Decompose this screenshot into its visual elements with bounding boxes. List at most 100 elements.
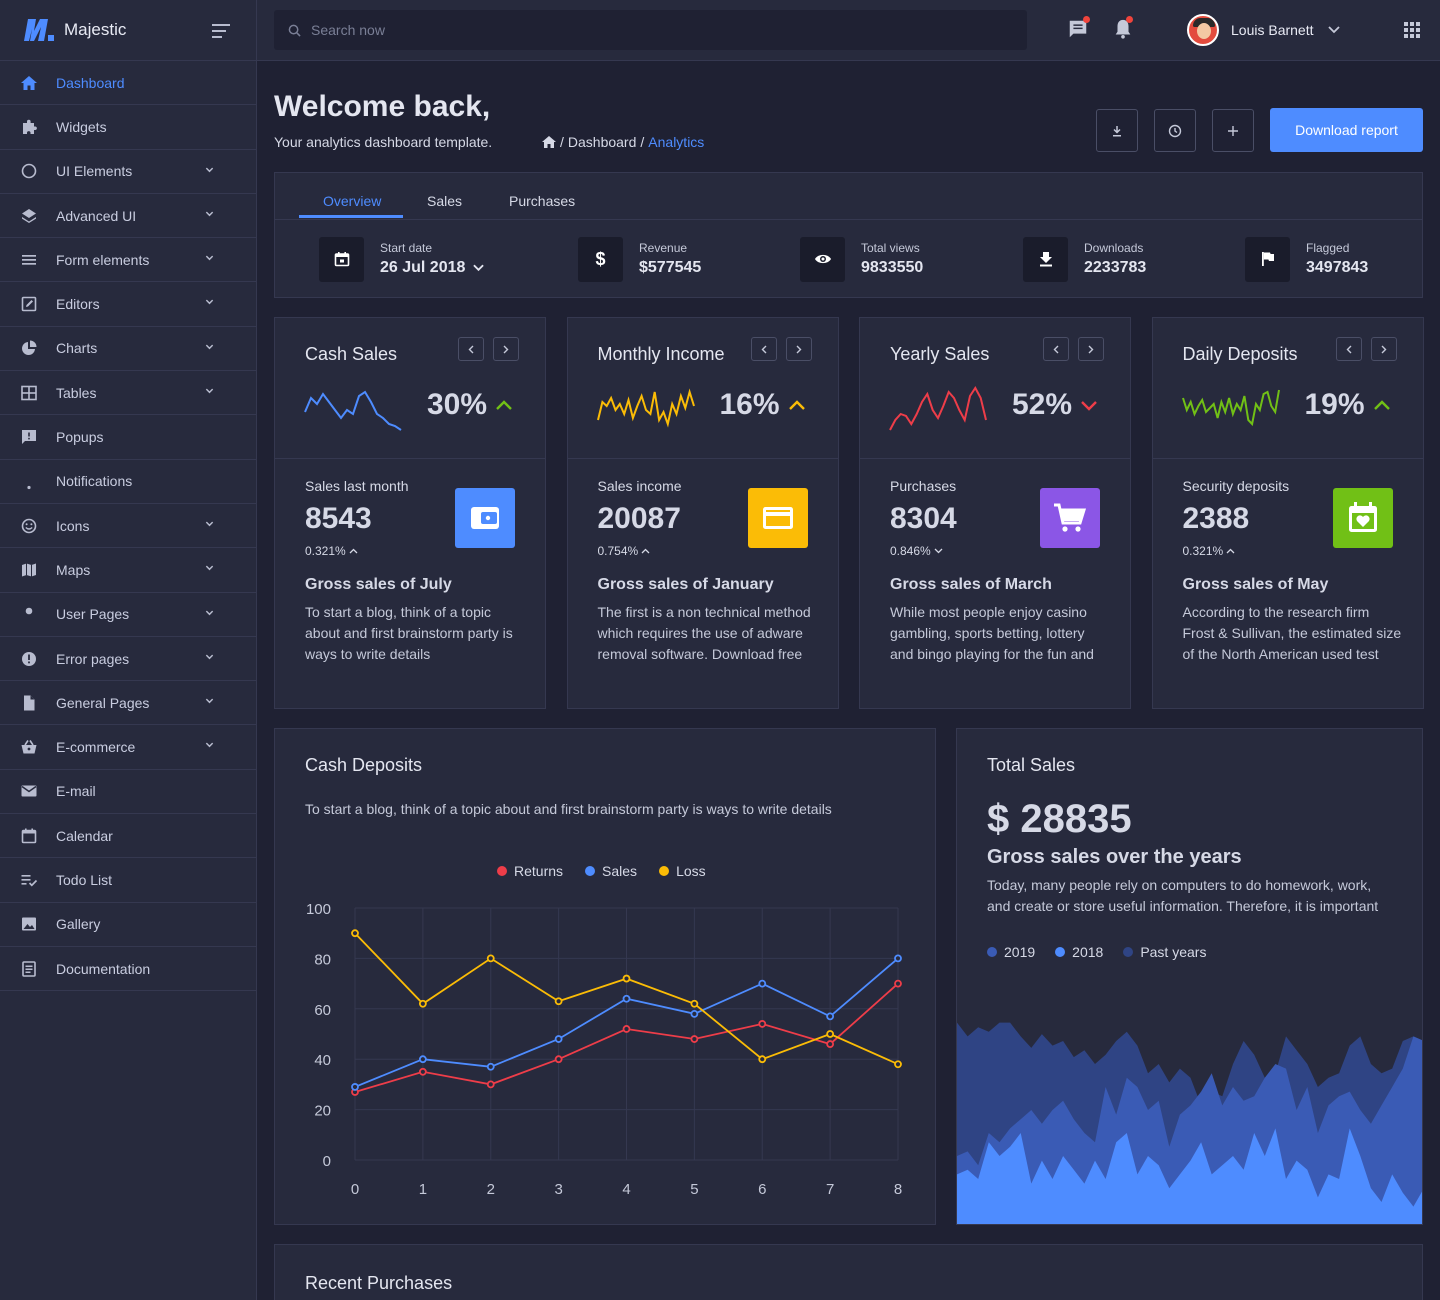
page-subtitle: Your analytics dashboard template. bbox=[274, 134, 493, 150]
download-icon bbox=[1113, 125, 1121, 136]
data-point-loss bbox=[351, 929, 359, 938]
chevron-right-icon[interactable] bbox=[1078, 337, 1104, 361]
download-button[interactable] bbox=[1096, 109, 1138, 152]
sidebar-item-general-pages[interactable]: General Pages bbox=[0, 681, 256, 726]
kpi-description: While most people enjoy casino gambling,… bbox=[890, 604, 1094, 662]
y-tick-label: 20 bbox=[314, 1103, 331, 1120]
sidebar-item-dashboard[interactable]: Dashboard bbox=[0, 61, 256, 106]
cash-deposits-line-chart: 0 20 40 60 80 100 0 1 2 3 4 5 6 7 8 bbox=[306, 901, 902, 1198]
sidebar-item-widgets[interactable]: Widgets bbox=[0, 105, 256, 150]
sidebar-item-e-mail[interactable]: E-mail bbox=[0, 770, 256, 815]
download-report-button[interactable]: Download report bbox=[1270, 108, 1423, 152]
chevron-down-icon bbox=[1081, 401, 1097, 411]
kpi-heading: Gross sales of May bbox=[1182, 576, 1329, 593]
kpi-card-cash-sales: Cash Sales 30% Sales last month 8543 0.321% G… bbox=[274, 317, 546, 709]
user-menu[interactable]: Louis Barnett bbox=[1187, 13, 1340, 47]
area-series-2019 bbox=[957, 1128, 1422, 1224]
breadcrumb: / Dashboard / Analytics bbox=[542, 134, 704, 150]
sidebar-item-advanced-ui[interactable]: Advanced UI bbox=[0, 194, 256, 239]
x-tick-label: 5 bbox=[690, 1181, 698, 1198]
stat-flagged: Flagged 3497843 bbox=[1245, 235, 1368, 283]
sidebar-item-form-elements[interactable]: Form elements bbox=[0, 238, 256, 283]
sidebar-item-e-commerce[interactable]: E-commerce bbox=[0, 725, 256, 770]
tab-overview[interactable]: Overview bbox=[323, 193, 382, 209]
sidebar-item-error-pages[interactable]: Error pages bbox=[0, 637, 256, 682]
chevron-right-icon[interactable] bbox=[1370, 337, 1397, 361]
sidebar-item-user-pages[interactable]: User Pages bbox=[0, 593, 256, 637]
add-button[interactable] bbox=[1212, 109, 1254, 152]
eye-icon bbox=[800, 236, 845, 282]
stat-value: 2233783 bbox=[1084, 259, 1147, 276]
chevron-down-icon[interactable] bbox=[1327, 26, 1340, 34]
kpi-label: Sales last month bbox=[305, 478, 409, 494]
tab-purchases[interactable]: Purchases bbox=[509, 193, 576, 209]
sidebar-item-gallery[interactable]: Gallery bbox=[0, 903, 256, 947]
sidebar-item-charts[interactable]: Charts bbox=[0, 327, 256, 372]
apps-grid-icon[interactable] bbox=[1404, 22, 1420, 38]
start-date-picker[interactable]: 26 Jul 2018 bbox=[380, 259, 485, 277]
search-input[interactable] bbox=[311, 22, 911, 38]
sidebar-item-label: E-commerce bbox=[56, 739, 136, 756]
sidebar-item-editors[interactable]: Editors bbox=[0, 282, 256, 327]
stat-revenue: $ Revenue $577545 bbox=[578, 235, 701, 283]
edit-box-icon bbox=[20, 295, 38, 313]
sidebar-item-maps[interactable]: Maps bbox=[0, 548, 256, 593]
history-button[interactable] bbox=[1154, 109, 1196, 152]
total-sales-area-chart bbox=[957, 1022, 1422, 1224]
majestic-logo-icon[interactable] bbox=[22, 17, 60, 43]
bell-icon[interactable] bbox=[1112, 16, 1136, 42]
data-point-returns bbox=[894, 979, 902, 988]
chevron-left-icon[interactable] bbox=[750, 337, 777, 361]
data-point-sales bbox=[351, 1083, 359, 1091]
x-tick-label: 1 bbox=[419, 1181, 427, 1198]
kpi-change: 0.321% bbox=[1183, 544, 1236, 558]
kpi-value: 2388 bbox=[1182, 502, 1250, 535]
legend-returns[interactable]: Returns bbox=[497, 863, 563, 879]
sidebar-item-tables[interactable]: Tables bbox=[0, 371, 256, 416]
avatar[interactable] bbox=[1187, 14, 1219, 46]
chevron-right-icon[interactable] bbox=[785, 337, 812, 361]
messages-icon[interactable] bbox=[1067, 16, 1091, 42]
sidebar-item-icons[interactable]: Icons bbox=[0, 504, 256, 549]
chevron-down-icon bbox=[205, 300, 214, 305]
sidebar-item-notifications[interactable]: Notifications bbox=[0, 460, 256, 504]
chevron-left-icon[interactable] bbox=[458, 337, 484, 361]
sidebar-item-ui-elements[interactable]: UI Elements bbox=[0, 150, 256, 194]
chevron-left-icon[interactable] bbox=[1043, 337, 1069, 361]
sidebar-item-popups[interactable]: Popups bbox=[0, 415, 256, 460]
wallet-icon bbox=[455, 488, 515, 548]
legend-past-years[interactable]: Past years bbox=[1123, 944, 1206, 960]
stat-value: 9833550 bbox=[861, 259, 924, 276]
tab-sales[interactable]: Sales bbox=[427, 193, 463, 209]
stat-label: Total views bbox=[861, 241, 920, 255]
sidebar-item-documentation[interactable]: Documentation bbox=[0, 947, 256, 992]
chevron-right-icon[interactable] bbox=[493, 337, 519, 361]
download-icon bbox=[1023, 236, 1068, 282]
chevron-down-icon bbox=[205, 654, 214, 660]
kpi-sparkline bbox=[889, 386, 987, 431]
card-description: To start a blog, think of a topic about … bbox=[305, 801, 832, 817]
kpi-percentage: 52% bbox=[1012, 388, 1073, 421]
legend-2019[interactable]: 2019 bbox=[987, 944, 1035, 960]
sidebar-item-calendar[interactable]: Calendar bbox=[0, 814, 256, 859]
data-point-returns bbox=[554, 1055, 563, 1064]
legend-sales[interactable]: Sales bbox=[585, 863, 637, 879]
chevron-left-icon[interactable] bbox=[1335, 337, 1362, 361]
message-alert-icon bbox=[20, 428, 38, 446]
sidebar-item-label: User Pages bbox=[56, 606, 130, 623]
sidebar-toggle-icon[interactable] bbox=[212, 24, 230, 38]
legend-loss[interactable]: Loss bbox=[659, 863, 706, 879]
breadcrumb-dashboard[interactable]: Dashboard bbox=[567, 134, 637, 150]
checklist-icon bbox=[20, 871, 38, 889]
legend-2018[interactable]: 2018 bbox=[1055, 944, 1103, 960]
sidebar-item-label: Calendar bbox=[56, 827, 113, 844]
sidebar-item-todo-list[interactable]: Todo List bbox=[0, 858, 256, 903]
data-point-sales bbox=[758, 979, 767, 988]
stat-downloads: Downloads 2233783 bbox=[1023, 235, 1146, 283]
error-icon bbox=[20, 650, 38, 668]
x-tick-label: 8 bbox=[894, 1181, 902, 1198]
sidebar-item-label: Gallery bbox=[56, 916, 101, 933]
mail-icon bbox=[20, 782, 38, 800]
breadcrumb-analytics[interactable]: Analytics bbox=[648, 134, 705, 150]
home-icon[interactable] bbox=[542, 136, 556, 148]
